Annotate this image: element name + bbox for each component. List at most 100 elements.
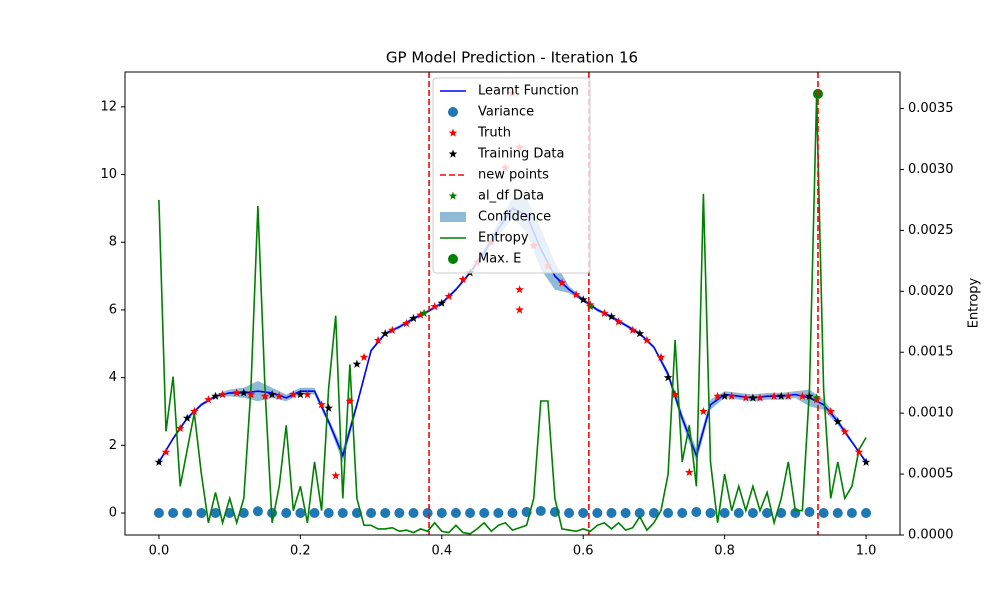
star-point (840, 427, 850, 436)
star-point (161, 447, 171, 456)
point (394, 508, 405, 519)
star-point (373, 335, 383, 344)
star-point (854, 447, 864, 456)
point (295, 508, 306, 519)
star-point (289, 390, 298, 399)
star-point (416, 310, 425, 319)
star-point (388, 325, 397, 334)
star-point (444, 291, 454, 300)
legend-handle (440, 212, 466, 222)
point (210, 508, 221, 519)
point (747, 508, 758, 519)
point (648, 508, 659, 519)
star-point (713, 391, 722, 400)
legend-label: Entropy (478, 231, 529, 246)
star-point (861, 457, 871, 466)
legend-handle (448, 191, 458, 200)
star-point (515, 305, 524, 314)
point (691, 506, 702, 517)
star-point (663, 373, 673, 382)
star-point (409, 313, 418, 322)
y2-tick-label: 0.0015 (908, 345, 954, 360)
star-point (324, 403, 333, 412)
star-point (741, 393, 751, 402)
point (507, 508, 518, 519)
point (408, 508, 419, 519)
star-point (430, 302, 439, 311)
star-point (557, 278, 567, 287)
y-tick-label: 10 (100, 167, 117, 182)
star-point (402, 319, 411, 328)
point (535, 505, 546, 516)
star-point (317, 400, 326, 409)
y2-tick-label: 0.0005 (908, 467, 954, 482)
star-point (642, 335, 652, 344)
point (323, 508, 334, 519)
point (153, 508, 164, 519)
star-point (204, 395, 213, 404)
x-tick-label: 0.0 (149, 544, 170, 559)
star-point (515, 285, 524, 294)
point (663, 508, 674, 519)
point (465, 508, 476, 519)
point (281, 508, 292, 519)
legend-label: Learnt Function (478, 84, 579, 99)
y2-tick-label: 0.0035 (908, 101, 954, 116)
star-point (345, 396, 355, 405)
y-tick-label: 12 (100, 99, 117, 114)
star-point (720, 391, 729, 400)
point (733, 508, 744, 519)
y-tick-label: 0 (109, 506, 117, 521)
star-point (776, 391, 786, 400)
star-point (352, 359, 362, 368)
star-point (784, 391, 793, 400)
point (634, 508, 645, 519)
star-point (812, 393, 821, 402)
point (450, 508, 461, 519)
star-point (232, 388, 241, 397)
star-point (769, 391, 779, 400)
star-point (685, 467, 694, 476)
star-point (303, 390, 312, 399)
point (861, 508, 872, 519)
point (168, 508, 179, 519)
star-point (260, 391, 270, 400)
series-line (158, 96, 867, 535)
star-point (296, 390, 305, 399)
legend-label: Training Data (477, 147, 564, 162)
point (705, 508, 716, 519)
x-tick-label: 0.2 (290, 544, 311, 559)
star-point (359, 352, 369, 361)
star-point (607, 312, 616, 321)
legend-box (432, 77, 591, 274)
star-point (727, 391, 736, 400)
point (620, 508, 631, 519)
point (422, 508, 433, 519)
chart-title: GP Model Prediction - Iteration 16 (386, 49, 638, 67)
star-point (211, 391, 220, 400)
y2-axis-label: Entropy (967, 277, 982, 328)
point (606, 508, 617, 519)
point (677, 508, 688, 519)
y2-tick-label: 0.0025 (908, 223, 954, 238)
legend-label: al_df Data (478, 189, 544, 204)
y2-tick-label: 0.0020 (908, 284, 954, 299)
star-point (239, 388, 249, 397)
point (804, 506, 815, 517)
star-point (826, 407, 835, 416)
point (238, 508, 249, 519)
star-point (190, 407, 199, 416)
legend-handle (448, 149, 458, 158)
star-point (628, 325, 637, 334)
x-tick-label: 1.0 (856, 544, 877, 559)
star-point (748, 393, 758, 402)
x-tick-label: 0.8 (714, 544, 735, 559)
point (762, 508, 773, 519)
point (366, 508, 377, 519)
star-point (600, 308, 609, 317)
point (337, 508, 348, 519)
y2-tick-label: 0.0000 (908, 528, 954, 543)
star-point (670, 390, 680, 399)
point (182, 508, 193, 519)
